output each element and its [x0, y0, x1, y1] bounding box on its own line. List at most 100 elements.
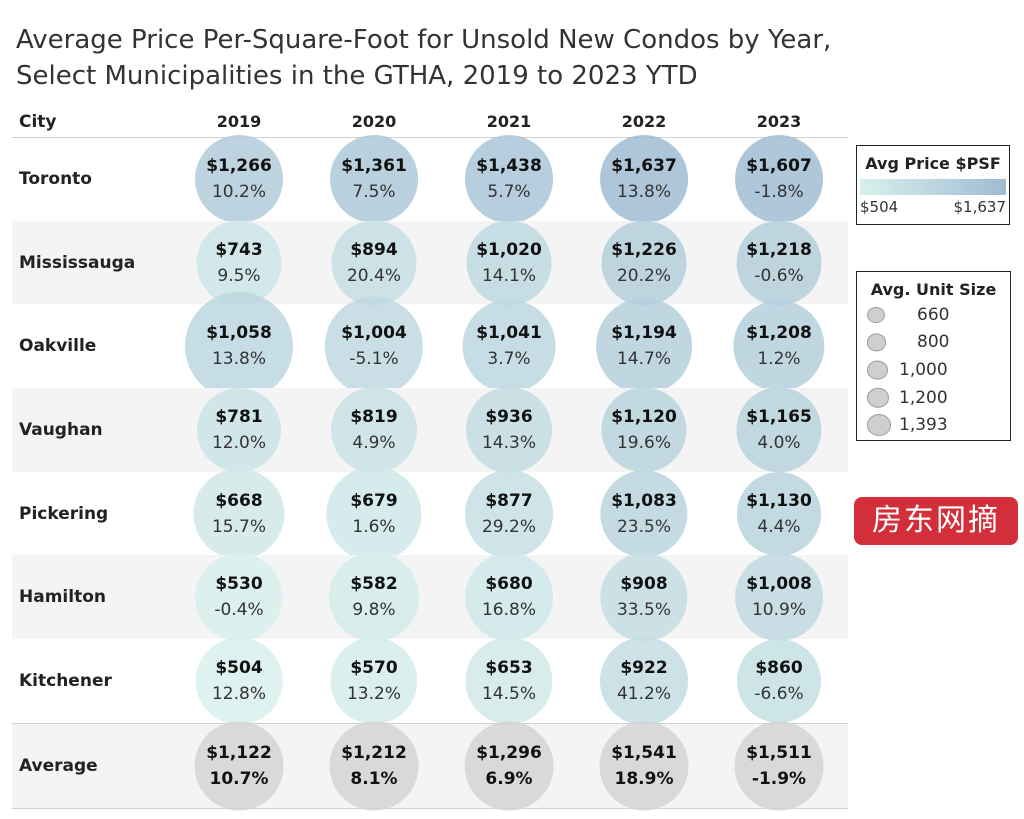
price-value: $1,361	[341, 155, 407, 176]
price-value: $1,041	[476, 323, 542, 344]
price-value: $1,020	[476, 239, 542, 260]
cell-label: $1,120 19.6%	[611, 404, 677, 456]
change-value: 13.8%	[616, 181, 672, 202]
cell-label: $1,122 10.7%	[206, 740, 272, 792]
price-value: $1,218	[746, 239, 812, 260]
change-value: 29.2%	[481, 516, 537, 537]
price-bubble	[465, 469, 553, 558]
cell-label: $1,083 23.5%	[611, 488, 677, 540]
change-value: 10.2%	[211, 181, 267, 202]
change-value: 13.2%	[346, 683, 402, 704]
size-legend-item: 800	[857, 329, 1010, 357]
table-row: Toronto $1,266 10.2% $1,361 7.5% $1,438 5.7% $1…	[12, 134, 848, 223]
price-bubble	[600, 134, 688, 223]
price-value: $680	[485, 574, 533, 595]
cell-label: $504 12.8%	[212, 655, 266, 707]
price-value: $1,511	[746, 742, 812, 763]
cell-label: $668 15.7%	[212, 488, 266, 540]
price-bubble	[464, 721, 554, 811]
city-label: Oakville	[19, 336, 97, 357]
price-value: $1,296	[476, 742, 542, 763]
size-legend-dot	[867, 360, 888, 380]
change-value: 14.5%	[481, 683, 537, 704]
change-value: 12.0%	[211, 432, 267, 453]
size-legend-item: 1,393	[857, 411, 1010, 439]
table-row: Average $1,122 10.7% $1,212 8.1% $1,296 6.9% $1…	[12, 721, 848, 811]
price-bubble	[331, 220, 417, 306]
size-legend-item: 660	[857, 301, 1010, 329]
change-value: -5.1%	[349, 349, 399, 370]
price-bubble	[462, 299, 556, 393]
price-value: $877	[485, 490, 533, 511]
change-value: -0.6%	[754, 265, 804, 286]
price-bubble	[600, 637, 688, 725]
price-value: $819	[350, 406, 398, 427]
change-value: 14.3%	[481, 432, 537, 453]
change-value: -0.4%	[214, 600, 264, 621]
change-value: -6.6%	[754, 683, 804, 704]
price-bubble	[737, 471, 821, 556]
color-legend-title: Avg Price $PSF	[865, 154, 1001, 173]
cell-label: $877 29.2%	[482, 488, 536, 540]
price-value: $653	[485, 657, 533, 678]
cell-label: $1,058 13.8%	[206, 320, 272, 372]
table-row: Oakville $1,058 13.8% $1,004 -5.1% $1,041 3.7%…	[12, 292, 848, 401]
size-legend-title: Avg. Unit Size	[870, 280, 997, 299]
price-bubble	[195, 553, 283, 641]
price-value: $504	[215, 657, 263, 678]
cell-label: $922 41.2%	[617, 655, 671, 707]
year-header-2021: 2021	[486, 112, 532, 131]
change-value: 19.6%	[616, 432, 672, 453]
price-bubble	[600, 469, 688, 558]
cell-label: $1,361 7.5%	[341, 153, 407, 205]
price-value: $668	[215, 490, 263, 511]
price-bubble	[465, 553, 553, 642]
price-bubble	[194, 721, 284, 811]
cell-label: $1,004 -5.1%	[341, 320, 407, 372]
price-bubble	[600, 553, 688, 641]
price-bubble	[196, 220, 282, 306]
cell-label: $1,438 5.7%	[476, 153, 542, 205]
cell-label: $1,208 1.2%	[746, 320, 812, 372]
price-bubble	[735, 553, 823, 642]
chart-title: Average Price Per-Square-Foot for Unsold…	[16, 22, 831, 94]
city-label: Hamilton	[19, 587, 106, 608]
cell-label: $1,296 6.9%	[476, 740, 542, 792]
price-value: $781	[215, 406, 263, 427]
change-value: 6.9%	[485, 768, 533, 789]
price-value: $1,208	[746, 323, 812, 344]
price-bubble	[195, 637, 283, 725]
size-legend-label: 1,000	[899, 359, 948, 380]
cell-label: $1,008 10.9%	[746, 571, 812, 623]
change-value: 10.9%	[751, 600, 807, 621]
color-legend-max: $1,637	[953, 198, 1007, 216]
price-value: $1,165	[746, 406, 812, 427]
price-value: $860	[755, 657, 803, 678]
price-bubble	[330, 134, 418, 223]
cell-label: $1,165 4.0%	[746, 404, 812, 456]
table-row: Kitchener $504 12.8% $570 13.2% $653 14.5% $922…	[12, 637, 848, 725]
cell-label: $1,541 18.9%	[611, 740, 677, 792]
price-bubble	[466, 386, 552, 473]
cell-label: $936 14.3%	[482, 404, 536, 456]
price-value: $908	[620, 574, 668, 595]
size-legend: Avg. Unit Size 660 800 1,000 1,200 1,393	[856, 271, 1011, 441]
price-value: $530	[215, 574, 263, 595]
color-legend-min: $504	[860, 198, 899, 216]
price-bubble	[329, 721, 419, 811]
price-bubble	[330, 637, 418, 725]
price-bubble	[736, 220, 822, 306]
change-value: 14.1%	[481, 265, 537, 286]
table-row: Mississauga $743 9.5% $894 20.4% $1,020 14.1% $…	[12, 220, 848, 306]
year-header-2022: 2022	[621, 112, 667, 131]
table-row: Pickering $668 15.7% $679 1.6% $877 29.2% $1,08…	[12, 466, 848, 562]
city-label: Kitchener	[19, 670, 112, 691]
change-value: 8.1%	[350, 768, 398, 789]
price-bubble	[735, 134, 823, 223]
price-value: $1,083	[611, 490, 677, 511]
cell-label: $1,041 3.7%	[476, 320, 542, 372]
price-value: $679	[350, 490, 398, 511]
price-bubble	[466, 220, 552, 306]
size-legend-dot	[867, 306, 885, 323]
price-value: $1,607	[746, 155, 812, 176]
